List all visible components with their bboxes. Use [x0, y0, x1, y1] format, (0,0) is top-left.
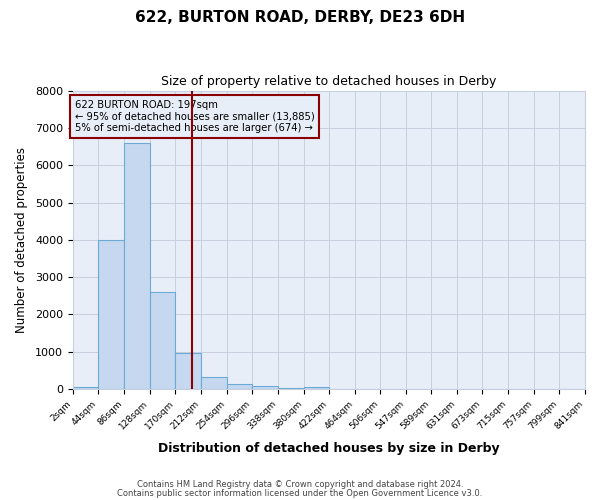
Text: 622, BURTON ROAD, DERBY, DE23 6DH: 622, BURTON ROAD, DERBY, DE23 6DH — [135, 10, 465, 25]
Bar — [278, 388, 304, 389]
Bar — [150, 292, 175, 389]
Bar — [124, 143, 150, 389]
Bar — [304, 387, 329, 389]
Bar — [73, 387, 98, 389]
Bar — [98, 240, 124, 389]
Bar — [201, 377, 227, 389]
Text: 622 BURTON ROAD: 197sqm
← 95% of detached houses are smaller (13,885)
5% of semi: 622 BURTON ROAD: 197sqm ← 95% of detache… — [74, 100, 314, 133]
Text: Contains public sector information licensed under the Open Government Licence v3: Contains public sector information licen… — [118, 488, 482, 498]
Text: Contains HM Land Registry data © Crown copyright and database right 2024.: Contains HM Land Registry data © Crown c… — [137, 480, 463, 489]
Title: Size of property relative to detached houses in Derby: Size of property relative to detached ho… — [161, 75, 497, 88]
Bar — [252, 386, 278, 389]
Bar — [227, 384, 252, 389]
X-axis label: Distribution of detached houses by size in Derby: Distribution of detached houses by size … — [158, 442, 500, 455]
Y-axis label: Number of detached properties: Number of detached properties — [15, 147, 28, 333]
Bar — [175, 352, 201, 389]
